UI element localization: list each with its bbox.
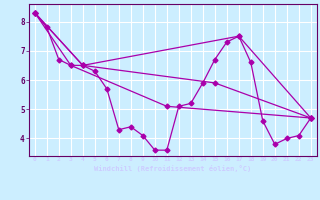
X-axis label: Windchill (Refroidissement éolien,°C): Windchill (Refroidissement éolien,°C): [94, 165, 252, 172]
